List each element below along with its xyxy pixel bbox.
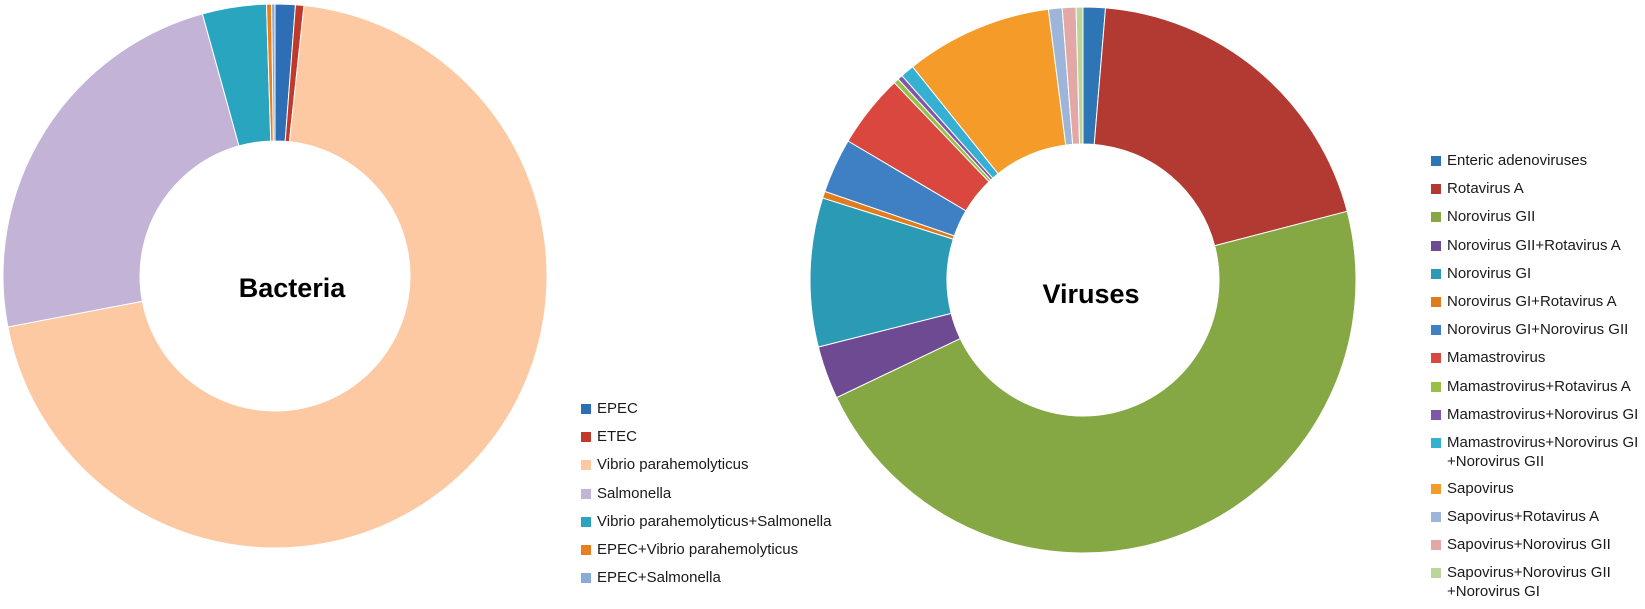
bacteria-chart-title: Bacteria bbox=[239, 273, 347, 303]
bacteria-legend-item: EPEC+Vibrio parahemolyticus bbox=[581, 540, 881, 568]
viruses-legend-item: Mamastrovirus+Norovirus GI bbox=[1431, 405, 1641, 433]
viruses-legend-item: Norovirus GI+Norovirus GII bbox=[1431, 320, 1641, 348]
viruses-legend-label: Mamastrovirus+Rotavirus A bbox=[1447, 377, 1631, 395]
viruses-legend-swatch bbox=[1431, 568, 1441, 579]
viruses-legend-item: Rotavirus A bbox=[1431, 179, 1641, 207]
viruses-legend-label: Norovirus GI+Norovirus GII bbox=[1447, 321, 1629, 339]
bacteria-legend-label: EPEC+Salmonella bbox=[597, 569, 721, 587]
viruses-legend-swatch bbox=[1431, 240, 1441, 251]
bacteria-donut-chart bbox=[2, 3, 548, 549]
viruses-legend-swatch bbox=[1431, 381, 1441, 392]
viruses-legend-swatch bbox=[1431, 325, 1441, 336]
viruses-legend-swatch bbox=[1431, 437, 1441, 448]
viruses-legend-label: Sapovirus+Norovirus GII bbox=[1447, 536, 1611, 554]
viruses-legend-item: Mamastrovirus+Rotavirus A bbox=[1431, 377, 1641, 405]
viruses-legend-label: Enteric adenoviruses bbox=[1447, 152, 1588, 169]
bacteria-legend-label: Vibrio parahemolyticus+Salmonella bbox=[597, 512, 832, 530]
bacteria-legend-swatch bbox=[581, 544, 591, 555]
bacteria-legend-swatch bbox=[581, 432, 591, 443]
viruses-slice-sapovirus-norovirus-gii-norovirus-gi bbox=[1075, 6, 1084, 145]
bacteria-legend-label: EPEC+Vibrio parahemolyticus bbox=[597, 540, 799, 558]
viruses-legend-item: Norovirus GI bbox=[1431, 264, 1641, 292]
bacteria-slice-vibrio-parahemolyticus bbox=[7, 4, 548, 549]
bacteria-legend-swatch bbox=[581, 460, 591, 471]
bacteria-legend-label: Vibrio parahemolyticus bbox=[597, 456, 749, 474]
viruses-legend-label: Norovirus GI bbox=[1447, 264, 1532, 282]
viruses-legend-label: Sapovirus bbox=[1447, 479, 1514, 497]
bacteria-legend-item: Vibrio parahemolyticus bbox=[581, 455, 881, 483]
bacteria-slice-epec-salmonella bbox=[271, 3, 276, 142]
viruses-legend-item: Norovirus GI+Rotavirus A bbox=[1431, 292, 1641, 320]
bacteria-legend-swatch bbox=[581, 573, 591, 584]
viruses-legend-label: Mamastrovirus+Norovirus GI +Norovirus GI… bbox=[1447, 433, 1639, 470]
viruses-legend: Enteric adenoviruses Rotavirus A Norovirus… bbox=[1431, 151, 1641, 609]
viruses-legend-swatch bbox=[1431, 268, 1441, 279]
viruses-legend-label: Sapovirus+Rotavirus A bbox=[1447, 508, 1600, 526]
viruses-legend-swatch bbox=[1431, 512, 1441, 523]
viruses-legend-label: Sapovirus+Norovirus GII +Norovirus GI bbox=[1447, 564, 1611, 601]
viruses-legend-item: Sapovirus+Norovirus GII bbox=[1431, 535, 1641, 563]
viruses-legend-swatch bbox=[1431, 353, 1441, 364]
viruses-chart-title: Viruses bbox=[1042, 279, 1139, 309]
bacteria-slice-salmonella bbox=[2, 13, 240, 328]
viruses-legend-swatch bbox=[1431, 540, 1441, 551]
viruses-legend-swatch bbox=[1431, 156, 1441, 166]
viruses-legend-item: Sapovirus+Rotavirus A bbox=[1431, 507, 1641, 535]
bacteria-legend: EPEC ETEC Vibrio parahemolyticus Salmonella… bbox=[581, 399, 881, 596]
bacteria-legend-item: Salmonella bbox=[581, 484, 881, 512]
viruses-slice-norovirus-gii bbox=[835, 210, 1357, 554]
bacteria-legend-item: EPEC bbox=[581, 399, 881, 427]
viruses-legend-item: Norovirus GII+Rotavirus A bbox=[1431, 236, 1641, 264]
bacteria-legend-item: ETEC bbox=[581, 427, 881, 455]
bacteria-legend-item: EPEC+Salmonella bbox=[581, 568, 881, 596]
bacteria-legend-swatch bbox=[581, 488, 591, 499]
viruses-legend-swatch bbox=[1431, 212, 1441, 223]
viruses-donut-chart bbox=[809, 6, 1357, 554]
bacteria-legend-label: Salmonella bbox=[597, 484, 672, 502]
viruses-legend-swatch bbox=[1431, 483, 1441, 494]
viruses-slice-rotavirus-a bbox=[1093, 7, 1348, 247]
viruses-legend-swatch bbox=[1431, 296, 1441, 307]
viruses-legend-item: Mamastrovirus+Norovirus GI +Norovirus GI… bbox=[1431, 433, 1641, 479]
viruses-legend-label: Norovirus GII+Rotavirus A bbox=[1447, 236, 1621, 254]
viruses-legend-label: Mamastrovirus bbox=[1447, 349, 1546, 367]
viruses-legend-item: Sapovirus+Norovirus GII +Norovirus GI bbox=[1431, 563, 1641, 609]
bacteria-legend-label: ETEC bbox=[597, 428, 638, 446]
viruses-legend-label: Norovirus GI+Rotavirus A bbox=[1447, 292, 1617, 310]
viruses-legend-label: Mamastrovirus+Norovirus GI bbox=[1447, 405, 1639, 423]
bacteria-legend-swatch bbox=[581, 516, 591, 527]
viruses-legend-item: Mamastrovirus bbox=[1431, 348, 1641, 376]
viruses-legend-item: Enteric adenoviruses bbox=[1431, 151, 1641, 179]
viruses-legend-label: Norovirus GII bbox=[1447, 208, 1536, 226]
viruses-legend-swatch bbox=[1431, 184, 1441, 195]
bacteria-legend-item: Vibrio parahemolyticus+Salmonella bbox=[581, 512, 881, 540]
viruses-legend-item: Norovirus GII bbox=[1431, 207, 1641, 235]
viruses-legend-label: Rotavirus A bbox=[1447, 180, 1524, 198]
bacteria-legend-swatch bbox=[581, 404, 591, 414]
bacteria-legend-label: EPEC bbox=[597, 400, 638, 417]
viruses-legend-swatch bbox=[1431, 409, 1441, 420]
viruses-legend-item: Sapovirus bbox=[1431, 479, 1641, 507]
